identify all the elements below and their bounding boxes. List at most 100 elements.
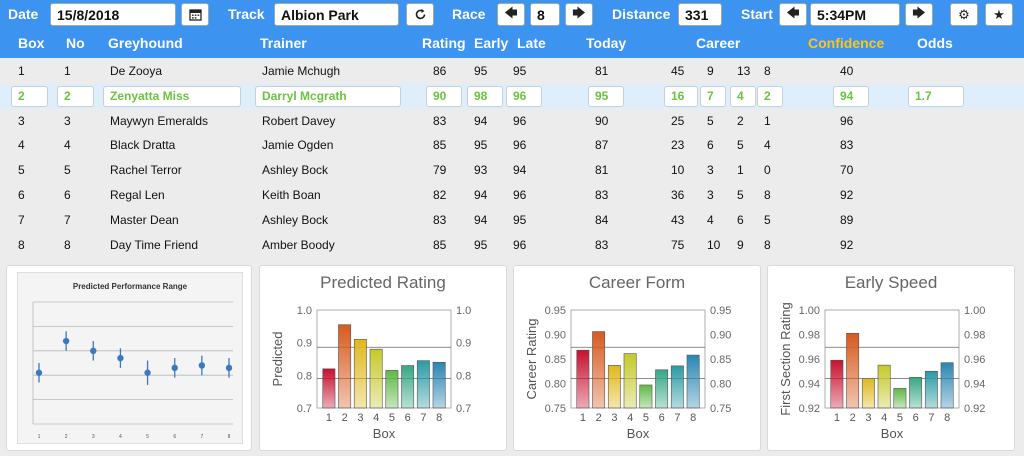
predicted-rating-panel: Predicted Rating 1.0 1.0 0.9 0.9 0.8 0.8 0.7 0.…	[259, 265, 507, 451]
rating-cell-input[interactable]	[426, 85, 462, 107]
y-tick-label-right: 0.90	[710, 330, 731, 342]
odds-cell-input[interactable]	[908, 85, 964, 107]
greyhound-cell: Maywyn Emeralds	[110, 113, 209, 128]
career-wins-cell-input[interactable]	[700, 85, 726, 107]
arrow-right-icon: 🡆	[572, 4, 586, 20]
y-tick-label: 0.7	[297, 403, 312, 415]
start-next-button[interactable]: 🡆	[905, 3, 933, 26]
header-early[interactable]: Early	[474, 35, 509, 51]
settings-button[interactable]: ⚙	[950, 3, 978, 26]
early-cell: 94	[474, 188, 488, 202]
header-today[interactable]: Today	[586, 35, 627, 51]
today-cell: 83	[595, 188, 609, 202]
header-odds[interactable]: Odds	[917, 35, 953, 51]
trainer-cell: Ashley Bock	[262, 163, 329, 178]
track-label: Track	[228, 6, 265, 22]
career-seconds-cell: 5	[737, 188, 744, 202]
x-tick-label: 7	[200, 434, 203, 440]
header-trainer[interactable]: Trainer	[260, 35, 307, 51]
start-prev-button[interactable]: 🡄	[779, 3, 807, 26]
table-row[interactable]: 2 2 Zenyatta Miss Darryl Mcgrath 90 98 96 95 16 7…	[0, 83, 1024, 109]
table-row[interactable]: 8 8 Day Time Friend Amber Boody 85 95 96 83 75 10…	[0, 233, 1024, 258]
today-cell: 87	[595, 138, 609, 153]
today-cell: 90	[595, 113, 609, 128]
table-row[interactable]: 7 7 Master Dean Ashley Bock 83 94 95 84 43 4 6 5 89	[0, 208, 1024, 233]
table-row[interactable]: 4 4 Black Dratta Jamie Ogden 85 95 96 87 23 6 5 4 83	[0, 133, 1024, 158]
bar	[401, 365, 415, 409]
trainer-cell: Darryl Mcgrath	[262, 88, 347, 103]
x-tick-label: 6	[913, 412, 919, 424]
race-field[interactable]: 8	[530, 3, 560, 26]
calendar-button[interactable]	[181, 3, 209, 26]
header-rating[interactable]: Rating	[422, 35, 466, 51]
x-axis-label: Box	[881, 426, 904, 441]
x-tick-label: 7	[674, 412, 680, 424]
chart-frame	[17, 272, 243, 444]
today-cell: 84	[595, 212, 609, 227]
no-cell-input[interactable]	[57, 85, 94, 107]
table-row[interactable]: 6 6 Regal Len Keith Boan 82 94 96 83 36 3 5 8 92	[0, 183, 1024, 208]
career-starts-cell: 16	[671, 88, 685, 103]
star-icon: ★	[993, 6, 1005, 22]
plot-area	[824, 309, 960, 409]
career-thirds-cell-input[interactable]	[757, 85, 783, 107]
bar	[877, 364, 891, 409]
box-cell: 6	[18, 188, 25, 202]
table-row[interactable]: 5 5 Rachel Terror Ashley Bock 79 93 94 81 10 3 1 0 7…	[0, 158, 1024, 183]
race-prev-button[interactable]: 🡄	[497, 3, 525, 26]
x-axis-label: Box	[373, 426, 396, 441]
confidence-cell-input[interactable]	[833, 85, 869, 107]
y-tick-label: 0.92	[799, 403, 820, 415]
box-cell: 5	[18, 163, 25, 178]
header-greyhound[interactable]: Greyhound	[108, 35, 183, 51]
early-cell: 94	[474, 212, 488, 227]
bar	[369, 348, 383, 409]
track-field[interactable]: Albion Park	[274, 3, 399, 26]
header-late[interactable]: Late	[517, 35, 546, 51]
y-tick-label: 0.95	[545, 305, 566, 317]
x-tick-label: 3	[611, 412, 617, 424]
table-row[interactable]: 3 3 Maywyn Emeralds Robert Davey 83 94 96 90 25 5…	[0, 109, 1024, 134]
today-cell-input[interactable]	[588, 85, 624, 107]
greyhound-cell: Zenyatta Miss	[110, 88, 190, 103]
x-tick-label: 5	[389, 412, 395, 424]
date-field[interactable]: 15/8/2018	[50, 3, 176, 26]
career-seconds-cell-input[interactable]	[730, 85, 756, 107]
career-seconds-cell: 4	[737, 88, 744, 103]
rating-cell: 90	[433, 88, 447, 103]
x-tick-label: 2	[65, 434, 68, 440]
early-speed-chart: 1.00 1.00 0.98 0.98 0.96 0.96 0.94 0.94 0.92 0.92…	[778, 302, 985, 441]
confidence-cell: 96	[840, 113, 854, 128]
header-career[interactable]: Career	[696, 35, 741, 51]
box-cell-input[interactable]	[11, 85, 48, 107]
box-cell: 7	[18, 212, 25, 227]
table-row[interactable]: 1 1 De Zooya Jamie Mchugh 86 95 95 81 45 9 13 8 40	[0, 59, 1024, 84]
data-point	[62, 337, 70, 345]
header-no[interactable]: No	[66, 35, 85, 51]
box-cell: 1	[18, 64, 25, 78]
start-time-field[interactable]: 5:34PM	[810, 3, 900, 26]
late-cell: 95	[513, 64, 527, 78]
today-cell: 81	[595, 64, 609, 78]
header-confidence[interactable]: Confidence	[808, 35, 885, 51]
career-wins-cell: 6	[707, 138, 714, 153]
career-starts-cell-input[interactable]	[664, 85, 698, 107]
x-tick-label: 6	[405, 412, 411, 424]
late-cell-input[interactable]	[506, 85, 542, 107]
data-point	[225, 364, 233, 372]
greyhound-cell-input[interactable]	[103, 85, 241, 107]
early-cell-input[interactable]	[467, 85, 503, 107]
career-thirds-cell: 4	[764, 138, 771, 153]
y-tick-label: 0.80	[545, 379, 566, 391]
late-cell: 95	[513, 212, 527, 227]
header-box[interactable]: Box	[18, 35, 45, 51]
y-tick-label-right: 0.98	[964, 330, 985, 342]
confidence-cell: 89	[840, 212, 854, 227]
early-cell: 95	[474, 138, 488, 153]
distance-field[interactable]: 331	[678, 3, 722, 26]
refresh-button[interactable]	[406, 3, 434, 26]
box-cell: 2	[18, 88, 25, 103]
favorite-button[interactable]: ★	[985, 3, 1013, 26]
race-next-button[interactable]: 🡆	[565, 3, 593, 26]
trainer-cell-input[interactable]	[255, 85, 401, 107]
